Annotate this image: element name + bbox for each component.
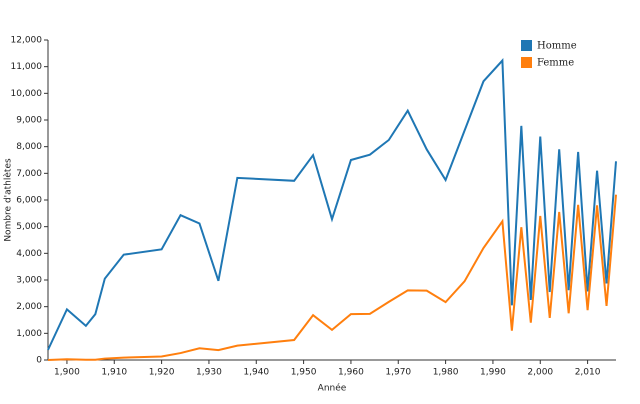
line-series <box>47 58 617 351</box>
legend-swatch <box>521 57 532 68</box>
x-tick-label: 1,900 <box>54 368 80 378</box>
x-tick-label: 2,000 <box>527 368 553 378</box>
legend-label: Femme <box>537 58 574 69</box>
x-tick-label: 1,980 <box>433 368 459 378</box>
y-tick-label: 10,000 <box>11 89 43 99</box>
x-tick-label: 1,930 <box>196 368 222 378</box>
y-tick-label: 1,000 <box>16 329 42 339</box>
x-tick-label: 1,950 <box>291 368 317 378</box>
y-axis-label: Nombre d'athlètes <box>3 158 14 242</box>
y-tick-label: 0 <box>36 356 42 366</box>
x-tick-label: 1,990 <box>480 368 506 378</box>
y-tick-label: 12,000 <box>11 36 43 46</box>
line-series <box>47 194 617 361</box>
x-tick-label: 1,910 <box>101 368 127 378</box>
y-tick-label: 5,000 <box>16 222 42 232</box>
x-tick-label: 1,970 <box>385 368 411 378</box>
x-axis-label: Année <box>318 383 347 394</box>
y-tick-label: 7,000 <box>16 169 42 179</box>
x-tick-label: 2,010 <box>575 368 601 378</box>
x-tick-label: 1,920 <box>149 368 175 378</box>
x-tick-label: 1,940 <box>243 368 269 378</box>
y-tick-label: 9,000 <box>16 116 42 126</box>
y-tick-label: 3,000 <box>16 276 42 286</box>
y-tick-label: 11,000 <box>11 62 43 72</box>
y-tick-label: 4,000 <box>16 249 42 259</box>
legend-label: Homme <box>537 41 577 52</box>
legend-swatch <box>521 40 532 51</box>
x-tick-label: 1,960 <box>338 368 364 378</box>
y-tick-label: 8,000 <box>16 142 42 152</box>
y-tick-label: 2,000 <box>16 302 42 312</box>
y-tick-label: 6,000 <box>16 196 42 206</box>
